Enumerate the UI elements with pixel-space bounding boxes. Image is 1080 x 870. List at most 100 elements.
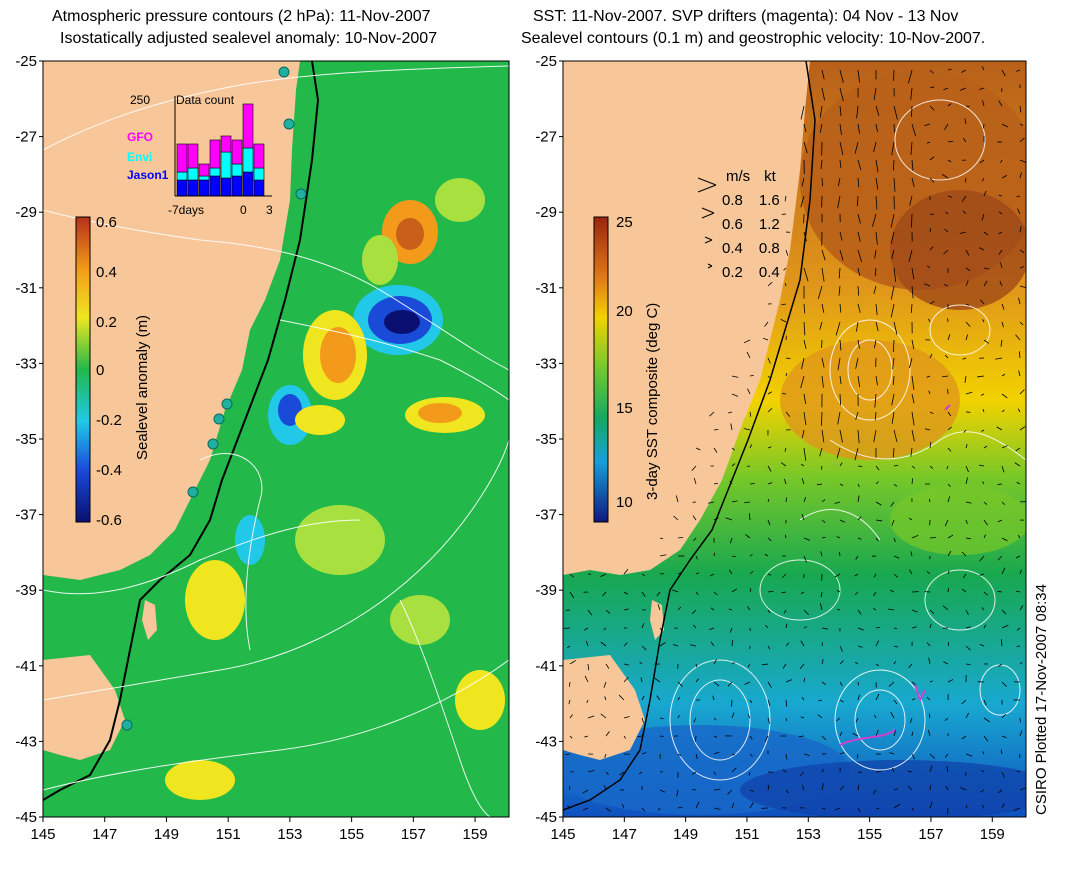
velocity-arrow	[875, 195, 878, 210]
velocity-arrow	[979, 644, 985, 647]
velocity-arrow	[710, 573, 715, 577]
velocity-arrow	[728, 608, 733, 611]
velocity-arrow	[816, 483, 823, 486]
velocity-arrow	[873, 608, 877, 611]
velocity-arrow	[803, 677, 806, 683]
inset-bar-jason	[176, 179, 188, 197]
velocity-arrow	[908, 249, 913, 262]
velocity-arrow	[731, 447, 735, 451]
velocity-arrow	[947, 570, 950, 575]
inset-bar-gfo	[187, 143, 199, 169]
velocity-arrow	[855, 357, 859, 369]
velocity-arrow	[743, 428, 751, 431]
velocity-arrow	[1019, 137, 1025, 143]
velocity-arrow	[1017, 208, 1021, 215]
velocity-arrow	[747, 714, 751, 719]
velocity-arrow	[908, 357, 913, 369]
velocity-arrow	[767, 784, 770, 791]
velocity-arrow	[965, 609, 969, 616]
velocity-arrow	[803, 321, 806, 336]
velocity-arrow	[893, 267, 897, 282]
velocity-arrow	[785, 699, 788, 707]
velocity-arrow	[637, 735, 643, 738]
velocity-arrow	[693, 477, 697, 485]
velocity-arrow	[857, 303, 861, 313]
lon-tick-label: 151	[734, 826, 759, 843]
velocity-arrow	[659, 717, 664, 720]
velocity-arrow	[926, 642, 931, 647]
velocity-arrow	[803, 496, 806, 503]
velocity-arrow	[821, 375, 824, 388]
velocity-arrow	[821, 499, 826, 503]
velocity-arrow	[893, 483, 898, 487]
velocity-arrow	[677, 571, 683, 575]
velocity-arrow	[586, 699, 589, 704]
velocity-arrow	[1000, 639, 1003, 647]
velocity-arrow	[820, 591, 823, 598]
velocity-arrow	[587, 663, 590, 671]
velocity-arrow	[731, 463, 736, 467]
velocity-arrow	[929, 441, 932, 449]
velocity-arrow	[1018, 370, 1021, 377]
speed-kt: 1.2	[758, 216, 780, 233]
velocity-arrow	[893, 573, 898, 578]
velocity-arrow	[929, 246, 934, 251]
velocity-arrow	[839, 123, 842, 135]
velocity-arrow	[839, 231, 843, 241]
velocity-arrow	[749, 802, 754, 809]
velocity-arrow	[979, 555, 985, 562]
velocity-arrow	[659, 554, 667, 557]
velocity-arrow	[566, 645, 571, 649]
velocity-arrow	[803, 609, 810, 616]
speed-ms: 0.2	[722, 264, 743, 281]
velocity-arrow	[604, 785, 607, 791]
velocity-arrow	[874, 249, 877, 259]
velocity-arrow	[854, 591, 859, 596]
velocity-arrow	[857, 339, 860, 349]
sla-colorbar	[75, 216, 91, 523]
velocity-arrow	[710, 641, 715, 647]
velocity-arrow	[1019, 569, 1022, 575]
velocity-arrow	[911, 123, 917, 137]
lat-tick-label: -27	[535, 129, 557, 146]
velocity-arrow	[911, 339, 915, 350]
velocity-arrow	[1001, 465, 1005, 473]
velocity-arrow	[677, 715, 680, 719]
velocity-arrow	[1001, 445, 1008, 449]
sealevel-anomaly-map	[43, 61, 509, 817]
velocity-arrow	[785, 717, 788, 722]
lat-tick-label: -29	[535, 204, 557, 221]
velocity-arrow	[928, 318, 931, 323]
lat-tick-label: -41	[15, 658, 37, 675]
velocity-arrow	[713, 735, 718, 738]
velocity-arrow	[893, 339, 895, 352]
velocity-arrow	[874, 714, 877, 719]
inset-bar-envi	[253, 167, 265, 181]
velocity-arrow	[911, 681, 917, 686]
velocity-arrow	[677, 806, 683, 809]
speed-legend: m/s kt 0.8 1.6 0.6 1.2 0.4 0.8 0.2 0.4	[722, 165, 780, 285]
velocity-arrow	[857, 609, 862, 615]
velocity-arrow	[605, 807, 612, 812]
velocity-arrow	[803, 411, 807, 426]
lon-tick-label: 159	[980, 826, 1005, 843]
sla-tick: 0.4	[96, 264, 117, 281]
velocity-arrow	[587, 769, 595, 773]
velocity-arrow	[763, 337, 769, 341]
velocity-arrow	[765, 624, 769, 629]
velocity-arrow	[857, 123, 860, 134]
velocity-arrow	[875, 303, 878, 316]
velocity-arrow	[784, 447, 787, 452]
velocity-arrow	[785, 497, 788, 503]
velocity-arrow	[803, 537, 811, 541]
velocity-arrow	[801, 697, 805, 701]
velocity-arrow	[943, 284, 949, 287]
velocity-arrow	[893, 105, 898, 120]
velocity-arrow	[603, 627, 607, 631]
velocity-arrow	[605, 609, 611, 614]
velocity-arrow	[908, 663, 913, 669]
data-count-inset	[174, 96, 272, 197]
velocity-arrow	[656, 695, 661, 701]
inset-bar-envi	[209, 167, 221, 177]
velocity-arrow	[784, 282, 787, 287]
